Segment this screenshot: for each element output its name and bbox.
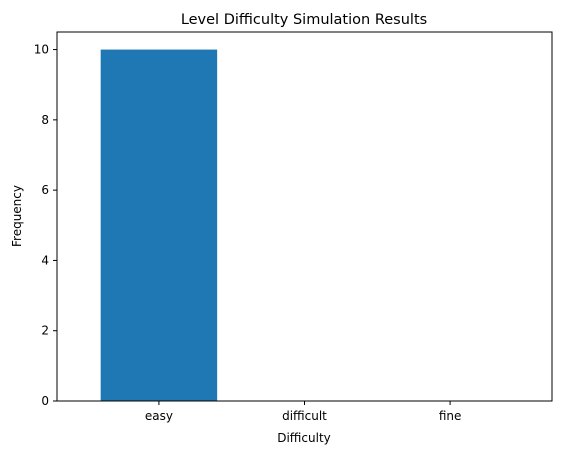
y-tick-label: 4	[41, 253, 49, 267]
plot-frame	[56, 31, 553, 402]
chart-title: Level Difficulty Simulation Results	[181, 12, 427, 28]
bars-group	[100, 49, 218, 401]
y-tick-label: 8	[41, 113, 49, 127]
y-axis-title: Frequency	[10, 185, 24, 247]
x-axis-title: Difficulty	[277, 431, 331, 445]
x-axis-ticks: easy difficult fine	[145, 401, 461, 423]
y-tick-label: 10	[34, 43, 49, 57]
x-tick-label: easy	[145, 409, 173, 423]
y-tick-label: 0	[41, 394, 49, 408]
bar-easy	[100, 49, 218, 401]
x-tick-label: difficult	[282, 409, 327, 423]
y-axis-ticks: 0 2 4 6 8 10	[34, 43, 57, 408]
y-tick-label: 6	[41, 183, 49, 197]
y-tick-label: 2	[41, 324, 49, 338]
x-tick-label: fine	[439, 409, 462, 423]
